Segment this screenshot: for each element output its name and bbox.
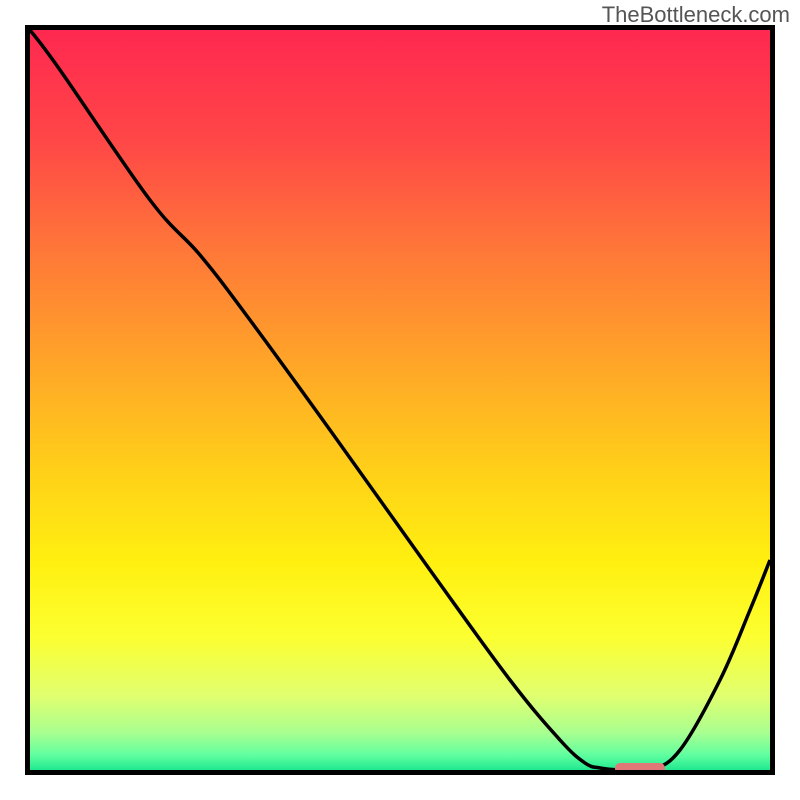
plot-border-bottom xyxy=(25,770,775,775)
bottleneck-chart: TheBottleneck.com xyxy=(0,0,800,800)
watermark-text: TheBottleneck.com xyxy=(602,2,790,28)
performance-curve xyxy=(30,30,770,770)
plot-border-right xyxy=(770,25,775,775)
plot-border-left xyxy=(25,25,30,775)
